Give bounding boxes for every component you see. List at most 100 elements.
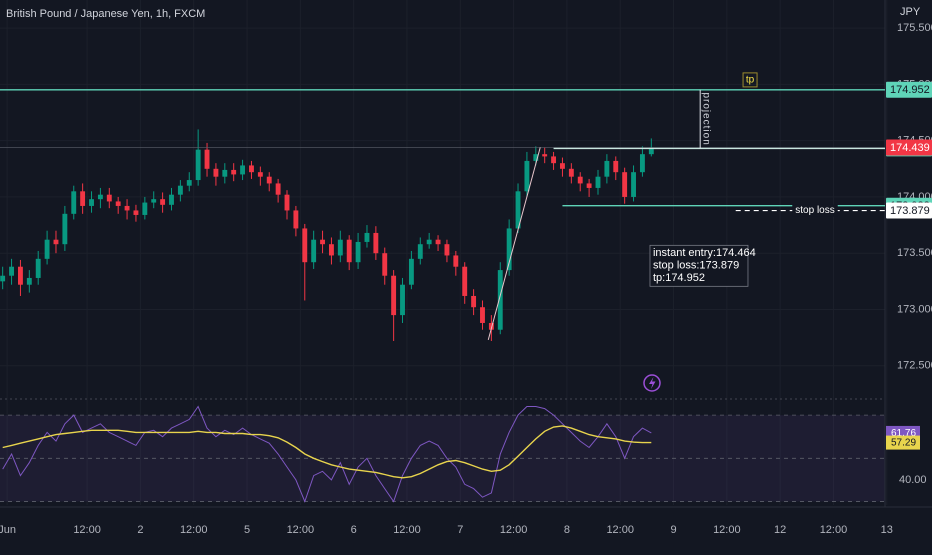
rsi-line <box>2 405 652 503</box>
candle-body <box>648 147 654 155</box>
candle-body <box>373 232 379 254</box>
candle-body <box>462 266 468 296</box>
info-box <box>649 244 749 287</box>
candle-body <box>142 202 148 215</box>
x-tick-label: 12:00 <box>180 524 208 536</box>
candle-body <box>568 168 574 177</box>
candle-body <box>266 176 272 184</box>
price-tag: 173.879 <box>890 205 930 217</box>
candle-body <box>275 183 281 195</box>
info-line: instant entry:174.464 <box>653 247 756 259</box>
candle-body <box>240 165 246 175</box>
alert-circle <box>643 374 661 392</box>
candle-body <box>151 199 157 203</box>
candle-body <box>222 169 228 177</box>
candle-body <box>586 183 592 188</box>
y-tick-label: 173.500 <box>897 247 932 259</box>
candle-body <box>53 239 59 245</box>
candle-body <box>204 149 210 169</box>
alert-icon[interactable] <box>643 374 661 392</box>
y-tick-label: 172.500 <box>897 360 932 372</box>
x-tick-label: 12:00 <box>500 524 528 536</box>
candle-body <box>577 176 583 184</box>
candle-body <box>417 244 423 259</box>
candle-body <box>89 199 94 206</box>
tp-marker-box <box>742 72 758 88</box>
candle-body <box>257 172 263 177</box>
info-line: stop loss:173.879 <box>653 260 739 272</box>
candle-body <box>284 194 290 211</box>
candle-body <box>44 239 50 259</box>
price-tag: 174.952 <box>890 84 930 96</box>
price-tag-bg <box>886 139 932 156</box>
candle-body <box>453 255 459 267</box>
candle-body <box>71 191 77 214</box>
rsi-tag-bg <box>886 435 920 450</box>
candle-body <box>444 244 450 256</box>
candle-body <box>160 199 166 205</box>
price-tag-bg <box>886 202 932 219</box>
candle-body <box>364 232 370 242</box>
x-tick-label: 12:00 <box>393 524 421 536</box>
candle-body <box>62 213 68 245</box>
y-tick-label: 173.000 <box>897 303 932 315</box>
candle-body <box>497 270 503 330</box>
tp-marker-label: tp <box>746 75 755 86</box>
alert-bolt <box>649 377 656 389</box>
candle-body <box>595 176 601 188</box>
candle-body <box>542 154 548 157</box>
level-label: stop loss <box>795 205 834 216</box>
projection-label: projection <box>701 92 712 145</box>
info-line: tp:174.952 <box>653 272 705 284</box>
x-tick-label: 5 <box>244 524 250 536</box>
candle-body <box>249 165 254 173</box>
chart-title: British Pound / Japanese Yen, 1h, FXCM <box>6 8 205 20</box>
candle-body <box>26 277 32 285</box>
x-tick-label: 13 <box>881 524 893 536</box>
candle-body <box>435 239 441 245</box>
candle-body <box>0 275 6 282</box>
candle-body <box>604 160 610 177</box>
candle-body <box>337 239 343 256</box>
x-tick-label: 2 <box>137 524 143 536</box>
candle-body <box>506 228 512 271</box>
candle-body <box>382 253 388 276</box>
candle-body <box>320 239 325 245</box>
price-tag-bg <box>886 81 932 98</box>
candle-body <box>524 160 530 192</box>
candle-body <box>302 228 308 263</box>
candle-body <box>328 244 334 256</box>
candle-body <box>231 169 237 175</box>
candle-body <box>177 185 183 195</box>
candle-body <box>533 154 539 161</box>
x-tick-label: 12:00 <box>820 524 848 536</box>
candle-body <box>560 163 565 169</box>
candle-body <box>400 284 405 316</box>
candle-body <box>293 210 299 229</box>
candle-body <box>115 201 121 206</box>
x-tick-label: 12:00 <box>713 524 741 536</box>
candle-body <box>124 205 130 211</box>
rsi-tick-label: 40.00 <box>899 474 927 486</box>
candle-body <box>613 160 619 173</box>
price-tag: 174.439 <box>890 142 930 154</box>
candle-body <box>391 275 397 316</box>
x-tick-label: 6 <box>351 524 357 536</box>
x-tick-label: 7 <box>457 524 463 536</box>
candle-body <box>9 266 14 276</box>
rsi-tag: 61.76 <box>891 428 916 439</box>
x-tick-label: Jun <box>0 524 16 536</box>
level-label-bg <box>792 204 838 217</box>
candle-body <box>213 168 219 177</box>
candle-body <box>631 172 636 197</box>
candle-body <box>186 180 192 186</box>
rsi-line <box>2 425 652 479</box>
candle-body <box>515 191 521 229</box>
candle-body <box>195 149 201 181</box>
candle-body <box>17 266 23 285</box>
candle-body <box>488 322 494 330</box>
candle-body <box>80 191 86 206</box>
candle-body <box>426 239 432 245</box>
